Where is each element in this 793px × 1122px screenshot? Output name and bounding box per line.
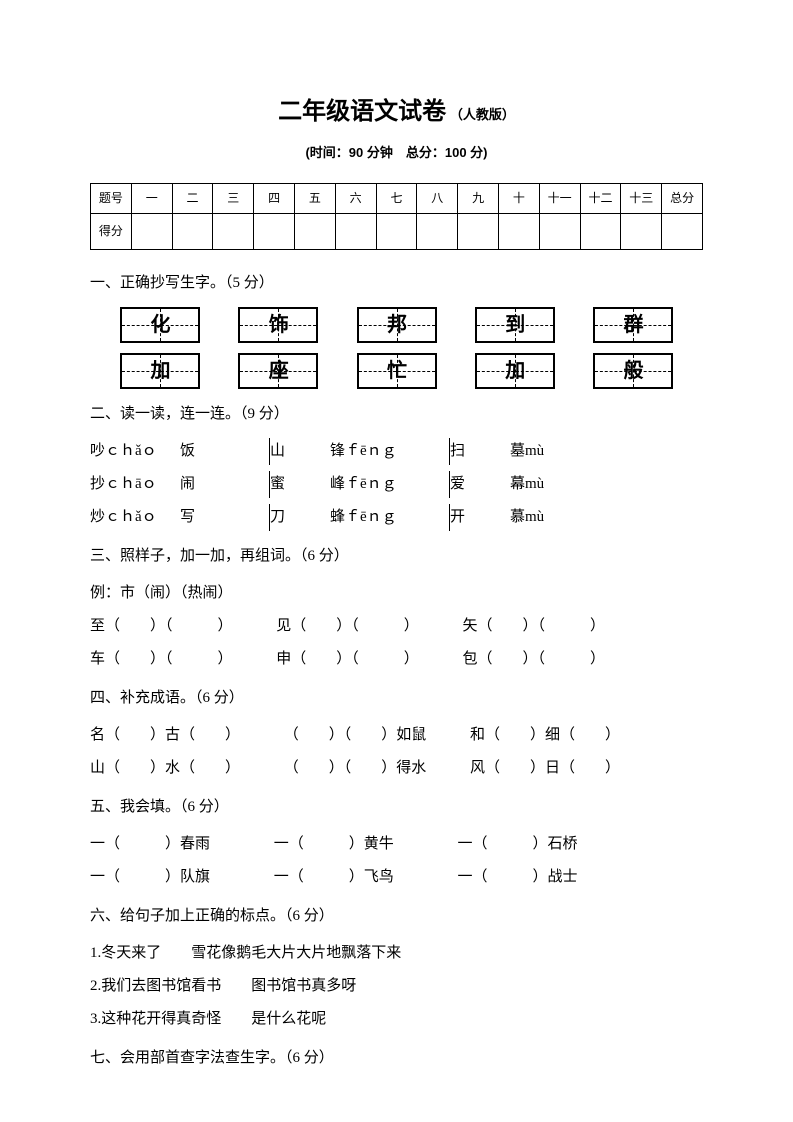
q2-cell: 爱	[450, 471, 510, 498]
q2-cell: 幕mù	[510, 471, 590, 498]
q1-heading: 一、正确抄写生字。（5 分）	[90, 270, 703, 297]
q2-cell: 抄ｃｈāｏ	[90, 471, 180, 498]
q3-row2: 车（ ）（ ） 申（ ）（ ） 包（ ）（ ）	[90, 646, 703, 673]
q2-cell: 开	[450, 504, 510, 531]
q1-row2: 加 座 忙 加 般	[90, 353, 703, 389]
main-title: 二年级语文试卷	[278, 98, 446, 125]
score-header-row: 题号 一 二 三 四 五 六 七 八 九 十 十一 十二 十三 总分	[91, 183, 703, 214]
title-suffix: （人教版）	[450, 107, 515, 122]
q6-item-1: 1.冬天来了 雪花像鹅毛大片大片地飘落下来	[90, 940, 703, 967]
col-3: 三	[213, 183, 254, 214]
q2-cell: 炒ｃｈǎｏ	[90, 504, 180, 531]
char-box: 化	[120, 307, 200, 343]
q5-heading: 五、我会填。（6 分）	[90, 794, 703, 821]
row-label: 题号	[91, 183, 132, 214]
q6-item-3: 3.这种花开得真奇怪 是什么花呢	[90, 1006, 703, 1033]
q2-cell: 峰ｆēｎｇ	[330, 471, 450, 498]
col-9: 九	[458, 183, 499, 214]
char-box: 饰	[238, 307, 318, 343]
q7-heading: 七、会用部首查字法查生字。（6 分）	[90, 1045, 703, 1072]
q2-cell: 山	[270, 438, 330, 465]
col-5: 五	[294, 183, 335, 214]
char-box: 忙	[357, 353, 437, 389]
q5-row2: 一（ ）队旗 一（ ）飞鸟 一（ ）战士	[90, 864, 703, 891]
char-box: 到	[475, 307, 555, 343]
char-box: 般	[593, 353, 673, 389]
q3-row1: 至（ ）（ ） 见（ ）（ ） 矢（ ）（ ）	[90, 613, 703, 640]
col-7: 七	[376, 183, 417, 214]
q2-cell: 刀	[270, 504, 330, 531]
col-13: 十三	[621, 183, 662, 214]
q2-cell: 慕mù	[510, 504, 590, 531]
q1-row1: 化 饰 邦 到 群	[90, 307, 703, 343]
q3-heading: 三、照样子，加一加，再组词。（6 分）	[90, 543, 703, 570]
char-box: 加	[475, 353, 555, 389]
col-1: 一	[131, 183, 172, 214]
q2-cell: 锋ｆēｎｇ	[330, 438, 450, 465]
score-table: 题号 一 二 三 四 五 六 七 八 九 十 十一 十二 十三 总分 得分	[90, 183, 703, 251]
q2-heading: 二、读一读，连一连。（9 分）	[90, 401, 703, 428]
q2-cell: 墓mù	[510, 438, 590, 465]
q6-heading: 六、给句子加上正确的标点。（6 分）	[90, 903, 703, 930]
score-value-row: 得分	[91, 214, 703, 250]
col-11: 十一	[539, 183, 580, 214]
q2-cell: 饭	[180, 438, 270, 465]
q2-cell: 吵ｃｈǎｏ	[90, 438, 180, 465]
q2-cell: 蜂ｆēｎｇ	[330, 504, 450, 531]
score-label: 得分	[91, 214, 132, 250]
q2-cell: 闹	[180, 471, 270, 498]
q5-row1: 一（ ）春雨 一（ ）黄牛 一（ ）石桥	[90, 831, 703, 858]
subtitle: (时间：90 分钟 总分：100 分)	[90, 141, 703, 164]
q4-heading: 四、补充成语。（6 分）	[90, 685, 703, 712]
q6-item-2: 2.我们去图书馆看书 图书馆书真多呀	[90, 973, 703, 1000]
char-box: 加	[120, 353, 200, 389]
q4-row2: 山（ ）水（ ） （ ）（ ）得水 风（ ）日（ ）	[90, 755, 703, 782]
q2-cell: 扫	[450, 438, 510, 465]
q2-grid: 吵ｃｈǎｏ 饭 山 锋ｆēｎｇ 扫 墓mù 抄ｃｈāｏ 闹 蜜 峰ｆēｎｇ 爱 …	[90, 438, 703, 531]
col-6: 六	[335, 183, 376, 214]
char-box: 座	[238, 353, 318, 389]
col-8: 八	[417, 183, 458, 214]
col-4: 四	[254, 183, 295, 214]
title-row: 二年级语文试卷 （人教版）	[90, 90, 703, 133]
col-10: 十	[498, 183, 539, 214]
q4-row1: 名（ ）古（ ） （ ）（ ）如鼠 和（ ）细（ ）	[90, 722, 703, 749]
col-2: 二	[172, 183, 213, 214]
col-total: 总分	[662, 183, 703, 214]
char-box: 邦	[357, 307, 437, 343]
q2-cell: 写	[180, 504, 270, 531]
q3-example: 例：市（闹）（热闹）	[90, 580, 703, 607]
q2-cell: 蜜	[270, 471, 330, 498]
char-box: 群	[593, 307, 673, 343]
col-12: 十二	[580, 183, 621, 214]
